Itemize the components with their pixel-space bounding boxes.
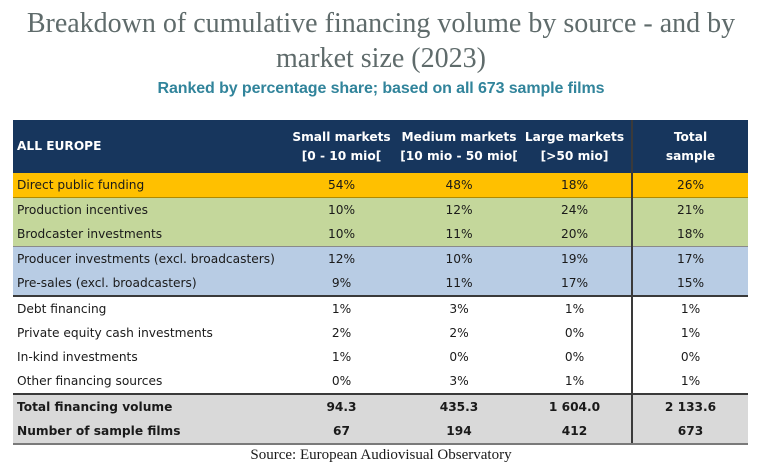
cell-small: 9%: [283, 271, 400, 297]
table-row: Producer investments (excl. broadcasters…: [13, 246, 748, 271]
cell-small: 1%: [283, 296, 400, 321]
cell-large: 412: [518, 419, 632, 445]
table-row: In-kind investments 1% 0% 0% 0%: [13, 345, 748, 369]
totals-row: Number of sample films 67 194 412 673: [13, 419, 748, 445]
totals-row: Total financing volume 94.3 435.3 1 604.0 2 …: [13, 394, 748, 419]
cell-total: 1%: [631, 321, 748, 345]
cell-small: 54%: [283, 173, 400, 198]
row-label: Total financing volume: [13, 394, 283, 419]
cell-medium: 3%: [400, 296, 518, 321]
cell-large: 1%: [518, 296, 632, 321]
table-row: Brodcaster investments 10% 11% 20% 18%: [13, 222, 748, 247]
header-medium-markets: Medium markets [10 mio - 50 mio[: [400, 120, 518, 173]
table-row: Direct public funding 54% 48% 18% 26%: [13, 173, 748, 198]
cell-medium: 0%: [400, 345, 518, 369]
table-row: Production incentives 10% 12% 24% 21%: [13, 197, 748, 222]
cell-medium: 11%: [400, 222, 518, 247]
header-total-sample: Total sample: [631, 120, 748, 173]
cell-total: 673: [631, 419, 748, 445]
cell-large: 1%: [518, 369, 632, 395]
header-large-markets: Large markets [>50 mio]: [518, 120, 632, 173]
header-all-europe: ALL EUROPE: [13, 120, 283, 173]
table-header-row: ALL EUROPE Small markets [0 - 10 mio[ Med…: [13, 120, 748, 173]
row-label: Debt financing: [13, 296, 283, 321]
cell-total: 15%: [631, 271, 748, 297]
cell-large: 0%: [518, 321, 632, 345]
row-label: Number of sample films: [13, 419, 283, 445]
cell-total: 17%: [631, 246, 748, 271]
cell-total: 0%: [631, 345, 748, 369]
cell-small: 10%: [283, 222, 400, 247]
cell-small: 12%: [283, 246, 400, 271]
cell-medium: 2%: [400, 321, 518, 345]
cell-total: 2 133.6: [631, 394, 748, 419]
table-row: Private equity cash investments 2% 2% 0% 1%: [13, 321, 748, 345]
cell-small: 94.3: [283, 394, 400, 419]
cell-small: 2%: [283, 321, 400, 345]
cell-small: 1%: [283, 345, 400, 369]
cell-large: 20%: [518, 222, 632, 247]
cell-large: 19%: [518, 246, 632, 271]
cell-medium: 12%: [400, 197, 518, 222]
financing-table: ALL EUROPE Small markets [0 - 10 mio[ Med…: [13, 120, 748, 445]
cell-large: 17%: [518, 271, 632, 297]
row-label: Pre-sales (excl. broadcasters): [13, 271, 283, 297]
row-label: Brodcaster investments: [13, 222, 283, 247]
cell-large: 0%: [518, 345, 632, 369]
row-label: In-kind investments: [13, 345, 283, 369]
cell-total: 1%: [631, 296, 748, 321]
row-label: Private equity cash investments: [13, 321, 283, 345]
cell-total: 18%: [631, 222, 748, 247]
cell-medium: 10%: [400, 246, 518, 271]
cell-large: 24%: [518, 197, 632, 222]
source-note: Source: European Audiovisual Observatory: [250, 447, 512, 463]
table-row: Pre-sales (excl. broadcasters) 9% 11% 17% 15…: [13, 271, 748, 297]
page-title: Breakdown of cumulative financing volume…: [26, 8, 736, 74]
cell-large: 18%: [518, 173, 632, 198]
cell-small: 10%: [283, 197, 400, 222]
cell-total: 26%: [631, 173, 748, 198]
row-label: Direct public funding: [13, 173, 283, 198]
cell-medium: 48%: [400, 173, 518, 198]
cell-total: 21%: [631, 197, 748, 222]
header-small-markets: Small markets [0 - 10 mio[: [283, 120, 400, 173]
row-label: Production incentives: [13, 197, 283, 222]
table-row: Debt financing 1% 3% 1% 1%: [13, 296, 748, 321]
cell-medium: 3%: [400, 369, 518, 395]
cell-total: 1%: [631, 369, 748, 395]
table-row: Other financing sources 0% 3% 1% 1%: [13, 369, 748, 395]
page-subtitle: Ranked by percentage share; based on all…: [157, 80, 605, 97]
row-label: Producer investments (excl. broadcasters…: [13, 246, 283, 271]
cell-small: 67: [283, 419, 400, 445]
cell-medium: 194: [400, 419, 518, 445]
cell-small: 0%: [283, 369, 400, 395]
row-label: Other financing sources: [13, 369, 283, 395]
cell-large: 1 604.0: [518, 394, 632, 419]
cell-medium: 11%: [400, 271, 518, 297]
cell-medium: 435.3: [400, 394, 518, 419]
